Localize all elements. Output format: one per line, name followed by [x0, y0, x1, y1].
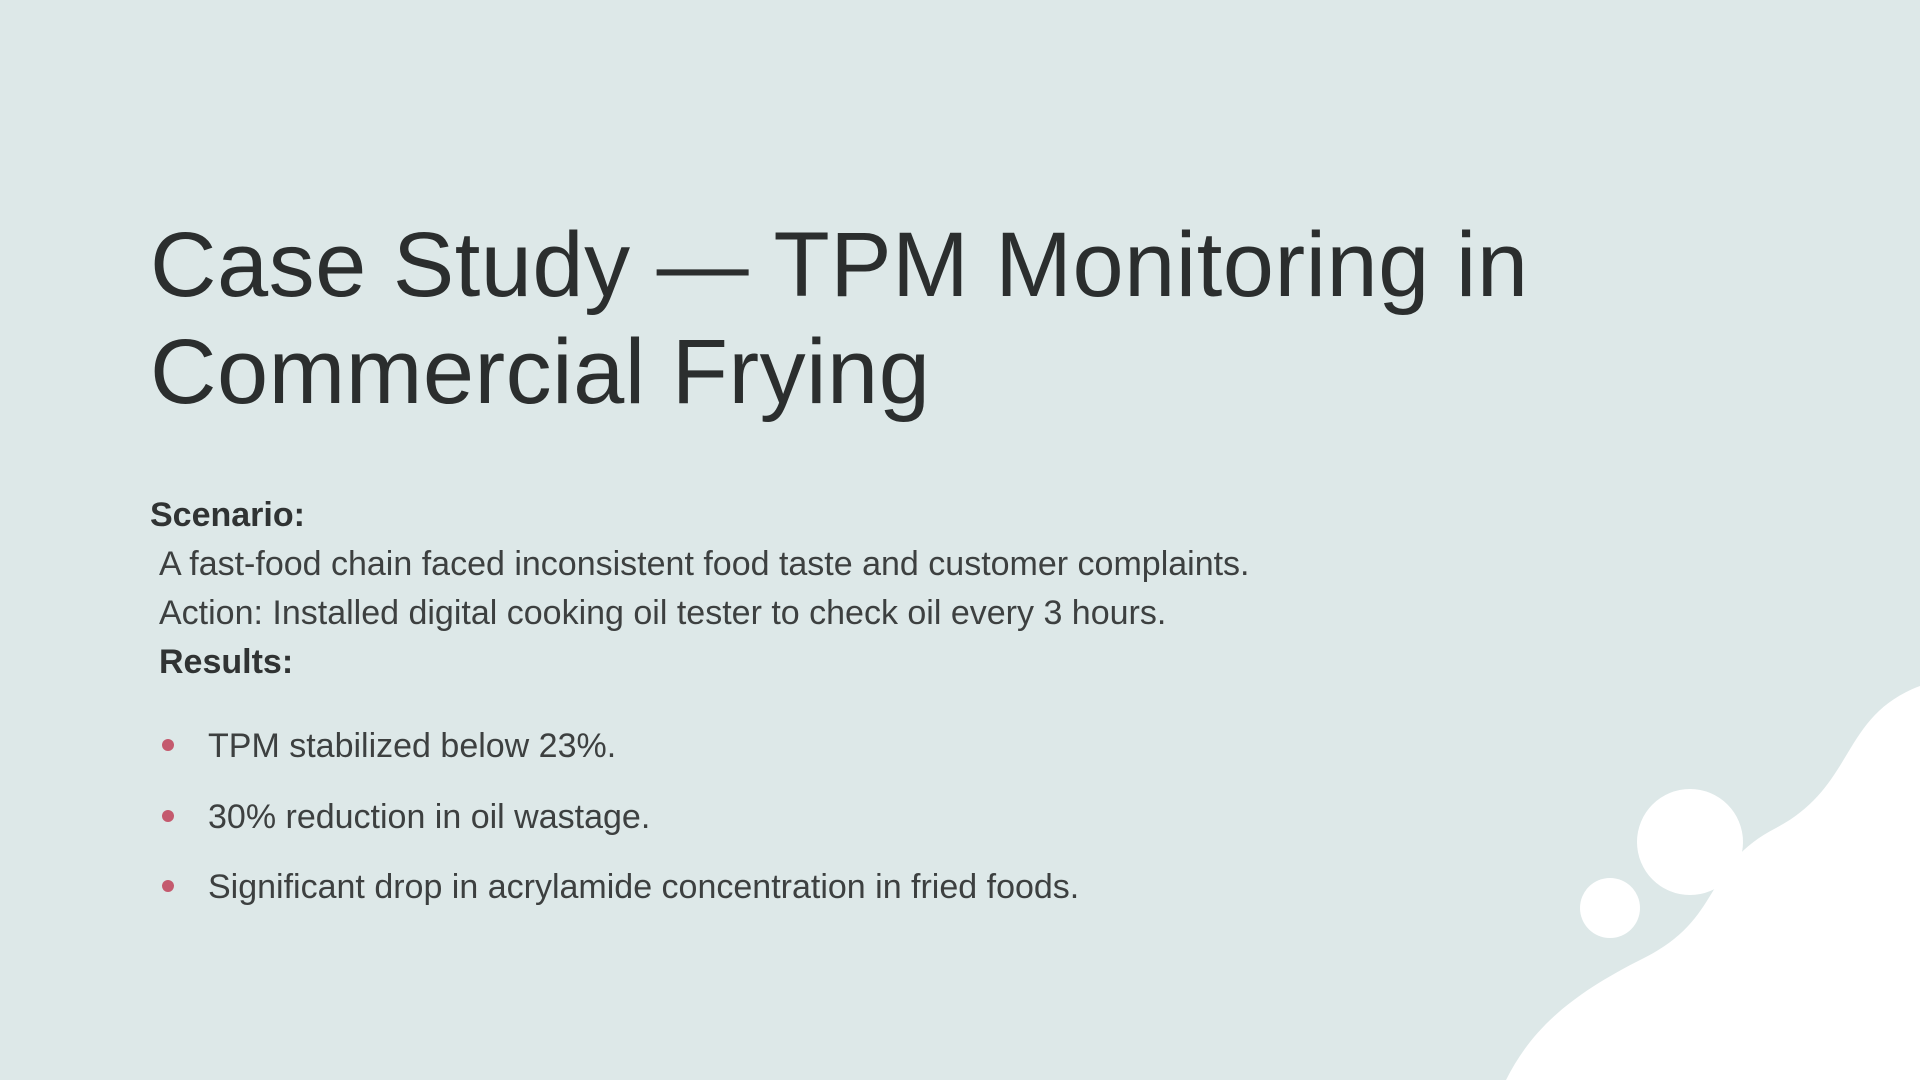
bullet-marker [162, 880, 174, 893]
results-bullet-list: TPM stabilized below 23%. 30% reduction … [150, 725, 1570, 909]
slide-content: Case Study — TPM Monitoring in Commercia… [150, 212, 1570, 937]
list-item: Significant drop in acrylamide concentra… [150, 866, 1570, 909]
scenario-label: Scenario: [150, 496, 305, 535]
bullet-text: Significant drop in acrylamide concentra… [208, 868, 1080, 907]
results-label: Results: [159, 643, 294, 682]
scenario-block: Scenario: A fast-food chain faced incons… [150, 491, 1570, 687]
list-item: 30% reduction in oil wastage. [150, 796, 1570, 839]
decor-circle-large [1637, 789, 1743, 895]
bullet-text: TPM stabilized below 23%. [208, 727, 617, 766]
action-line: Action: Installed digital cooking oil te… [159, 594, 1167, 633]
list-item: TPM stabilized below 23%. [150, 725, 1570, 768]
decor-circle-small [1580, 878, 1640, 938]
bullet-marker [162, 739, 174, 752]
bullet-text: 30% reduction in oil wastage. [208, 797, 651, 836]
slide-title: Case Study — TPM Monitoring in Commercia… [150, 214, 1529, 423]
scenario-line: A fast-food chain faced inconsistent foo… [159, 545, 1250, 584]
bullet-marker [162, 809, 174, 822]
